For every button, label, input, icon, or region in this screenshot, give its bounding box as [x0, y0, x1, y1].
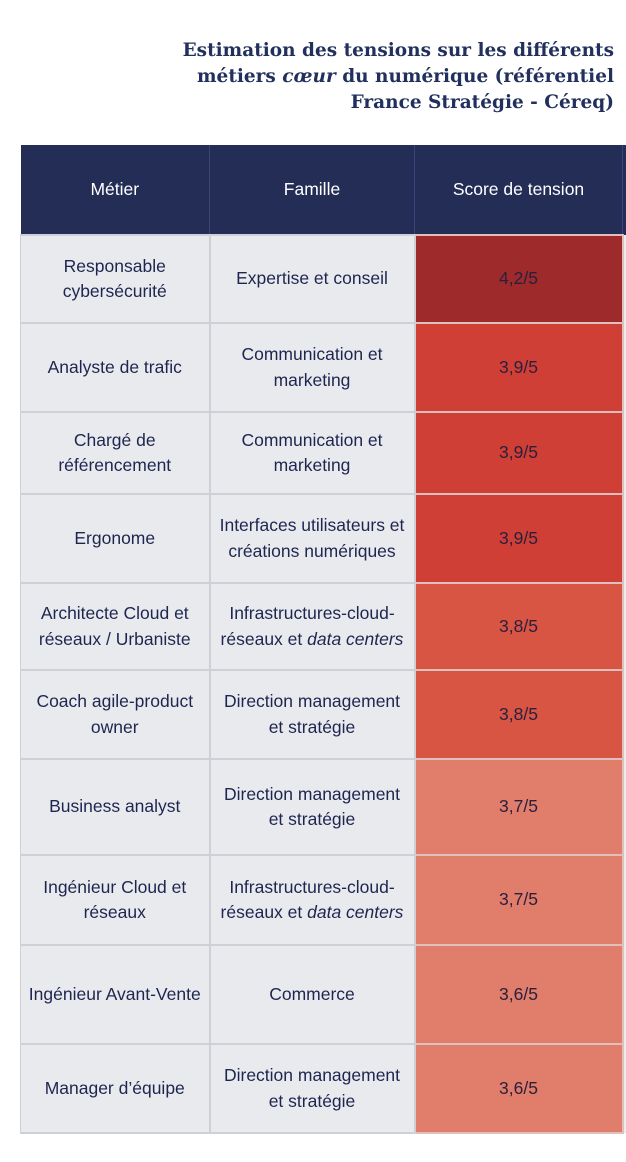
table-row: Ingénieur Avant-Vente Commerce 3,6/5 [20, 944, 626, 1045]
cell-metier: Analyste de trafic [20, 322, 211, 413]
cell-cutoff-column [621, 583, 626, 670]
table-row: Ingénieur Cloud et réseaux Infrastructure… [20, 854, 626, 946]
cell-score: 3,9/5 [414, 322, 624, 413]
cell-cutoff-column [621, 759, 626, 855]
cell-famille: Direction management et stratégie [209, 669, 416, 760]
table-row: Business analyst Direction management et … [20, 758, 626, 856]
cell-cutoff-column [621, 855, 626, 945]
table-row: Responsable cybersécurité Expertise et co… [20, 234, 626, 324]
famille-text: Direction management et stratégie [223, 783, 401, 830]
table-row: Manager d’équipe Direction management et … [20, 1043, 626, 1134]
header-score: Score de tension [414, 145, 623, 235]
cell-metier: Manager d’équipe [20, 1043, 211, 1134]
cell-famille: Commerce [209, 944, 416, 1045]
table-row: Ergonome Interfaces utilisateurs et créat… [20, 493, 626, 584]
famille-text: Direction management et stratégie [223, 1065, 401, 1111]
tension-table: Métier Famille Score de tension Responsa… [20, 145, 626, 1134]
cell-cutoff-column [621, 323, 626, 412]
cell-score: 3,8/5 [414, 582, 624, 671]
cell-score: 3,7/5 [414, 758, 624, 856]
cell-metier: Chargé de référencement [20, 411, 211, 495]
cell-cutoff-column [621, 945, 626, 1044]
cell-famille: Communication et marketing [209, 322, 416, 413]
cell-cutoff-column [621, 235, 626, 323]
table-body: Responsable cybersécurité Expertise et co… [20, 234, 626, 1134]
header-famille: Famille [209, 145, 415, 235]
famille-text: Commerce [269, 983, 355, 1004]
cell-score: 3,7/5 [414, 854, 624, 946]
cell-famille: Direction management et stratégie [209, 758, 416, 856]
cell-score: 4,2/5 [414, 234, 624, 324]
cell-metier: Coach agile-product owner [20, 669, 211, 760]
cell-score: 3,6/5 [414, 1043, 624, 1134]
cell-score: 3,9/5 [414, 493, 624, 584]
cell-famille: Direction management et stratégie [209, 1043, 416, 1134]
cell-cutoff-column [621, 670, 626, 759]
cell-metier: Business analyst [20, 758, 211, 856]
cell-metier: Architecte Cloud et réseaux / Urbaniste [20, 582, 211, 671]
famille-emphasis: data centers [307, 628, 404, 649]
famille-text: Infrastructures-cloud-réseaux et [220, 876, 395, 923]
cell-famille: Communication et marketing [209, 411, 416, 495]
title-line-2-emphasis: cœur [282, 66, 336, 87]
famille-text: Interfaces utilisateurs et créations num… [219, 515, 405, 561]
table-row: Architecte Cloud et réseaux / Urbaniste I… [20, 582, 626, 671]
cell-score: 3,9/5 [414, 411, 624, 495]
cell-cutoff-column [621, 494, 626, 583]
table-row: Coach agile-product owner Direction manag… [20, 669, 626, 760]
table-row: Analyste de trafic Communication et marke… [20, 322, 626, 413]
cell-score: 3,6/5 [414, 944, 624, 1045]
cell-famille: Expertise et conseil [209, 234, 416, 324]
header-metier: Métier [20, 145, 210, 235]
cell-score: 3,8/5 [414, 669, 624, 760]
cell-famille: Infrastructures-cloud-réseaux et data ce… [209, 854, 416, 946]
cell-metier: Responsable cybersécurité [20, 234, 211, 324]
famille-text: Expertise et conseil [236, 268, 388, 289]
famille-text: Communication et marketing [241, 429, 383, 476]
cell-famille: Infrastructures-cloud-réseaux et data ce… [209, 582, 416, 671]
table-header-row: Métier Famille Score de tension [20, 145, 626, 235]
cell-cutoff-column [621, 1044, 626, 1133]
famille-text: Direction management et stratégie [223, 691, 401, 737]
title-line-3: France Stratégie - Céreq) [350, 92, 614, 113]
cell-famille: Interfaces utilisateurs et créations num… [209, 493, 416, 584]
title-line-2-start: métiers [196, 66, 283, 87]
famille-emphasis: data centers [307, 902, 404, 922]
famille-text: Communication et marketing [241, 344, 383, 390]
famille-text: Infrastructures-cloud-réseaux et [220, 603, 395, 649]
title-line-2: métiers cœur du numérique (référentiel [170, 64, 614, 90]
cell-metier: Ergonome [20, 493, 211, 584]
table-row: Chargé de référencement Communication et … [20, 411, 626, 495]
header-cutoff-column [622, 145, 626, 235]
title-line-2-end: du numérique (référentiel [335, 66, 614, 87]
table-title: Estimation des tensions sur les différen… [170, 38, 626, 116]
cell-metier: Ingénieur Cloud et réseaux [20, 854, 211, 946]
title-line-1: Estimation des tensions sur les différen… [182, 40, 614, 61]
cell-cutoff-column [621, 412, 626, 494]
cell-metier: Ingénieur Avant-Vente [20, 944, 211, 1045]
